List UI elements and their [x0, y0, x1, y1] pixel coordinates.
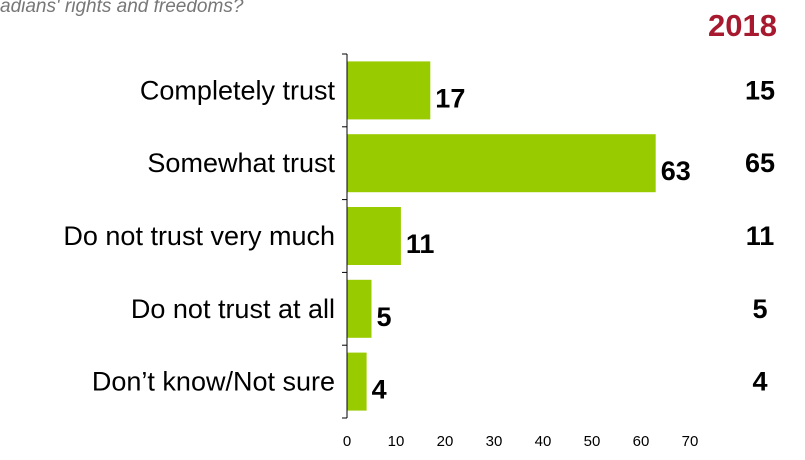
axes-group: 0 10 20 30 40 50 60 70 [342, 53, 699, 450]
bars-group [347, 61, 656, 411]
comparison-value-label: 65 [745, 148, 775, 178]
bar [347, 279, 372, 338]
bar [347, 134, 656, 193]
value-label: 63 [661, 156, 691, 186]
bar [347, 352, 367, 411]
comparison-value-label: 11 [746, 221, 775, 251]
x-tick-label: 70 [682, 433, 699, 450]
x-tick-label: 50 [584, 433, 601, 450]
category-labels-group: Completely trust Somewhat trust Do not tru… [63, 75, 335, 396]
value-label: 4 [372, 375, 387, 405]
comparison-value-label: 4 [752, 367, 767, 397]
bar [347, 61, 431, 120]
category-label: Do not trust very much [63, 221, 335, 251]
category-label: Somewhat trust [147, 148, 335, 178]
question-text: adians' rights and freedoms? [0, 0, 244, 17]
bar [347, 207, 401, 265]
x-tick-label: 60 [633, 433, 650, 450]
x-tick-label: 30 [486, 433, 503, 450]
comparison-value-label: 15 [745, 75, 775, 105]
comparison-year-header: 2018 [708, 8, 777, 43]
x-tick-label: 0 [343, 433, 351, 450]
value-labels-group: 17 63 11 5 4 [372, 83, 691, 404]
value-label: 11 [406, 229, 435, 259]
x-tick-label: 40 [535, 433, 552, 450]
value-label: 5 [377, 302, 392, 332]
x-tick-label: 10 [388, 433, 405, 450]
x-tick-label: 20 [437, 433, 454, 450]
value-label: 17 [435, 83, 465, 113]
category-label: Do not trust at all [131, 294, 335, 324]
category-label: Don’t know/Not sure [92, 367, 335, 397]
category-label: Completely trust [140, 75, 336, 105]
comparison-value-label: 5 [752, 294, 767, 324]
